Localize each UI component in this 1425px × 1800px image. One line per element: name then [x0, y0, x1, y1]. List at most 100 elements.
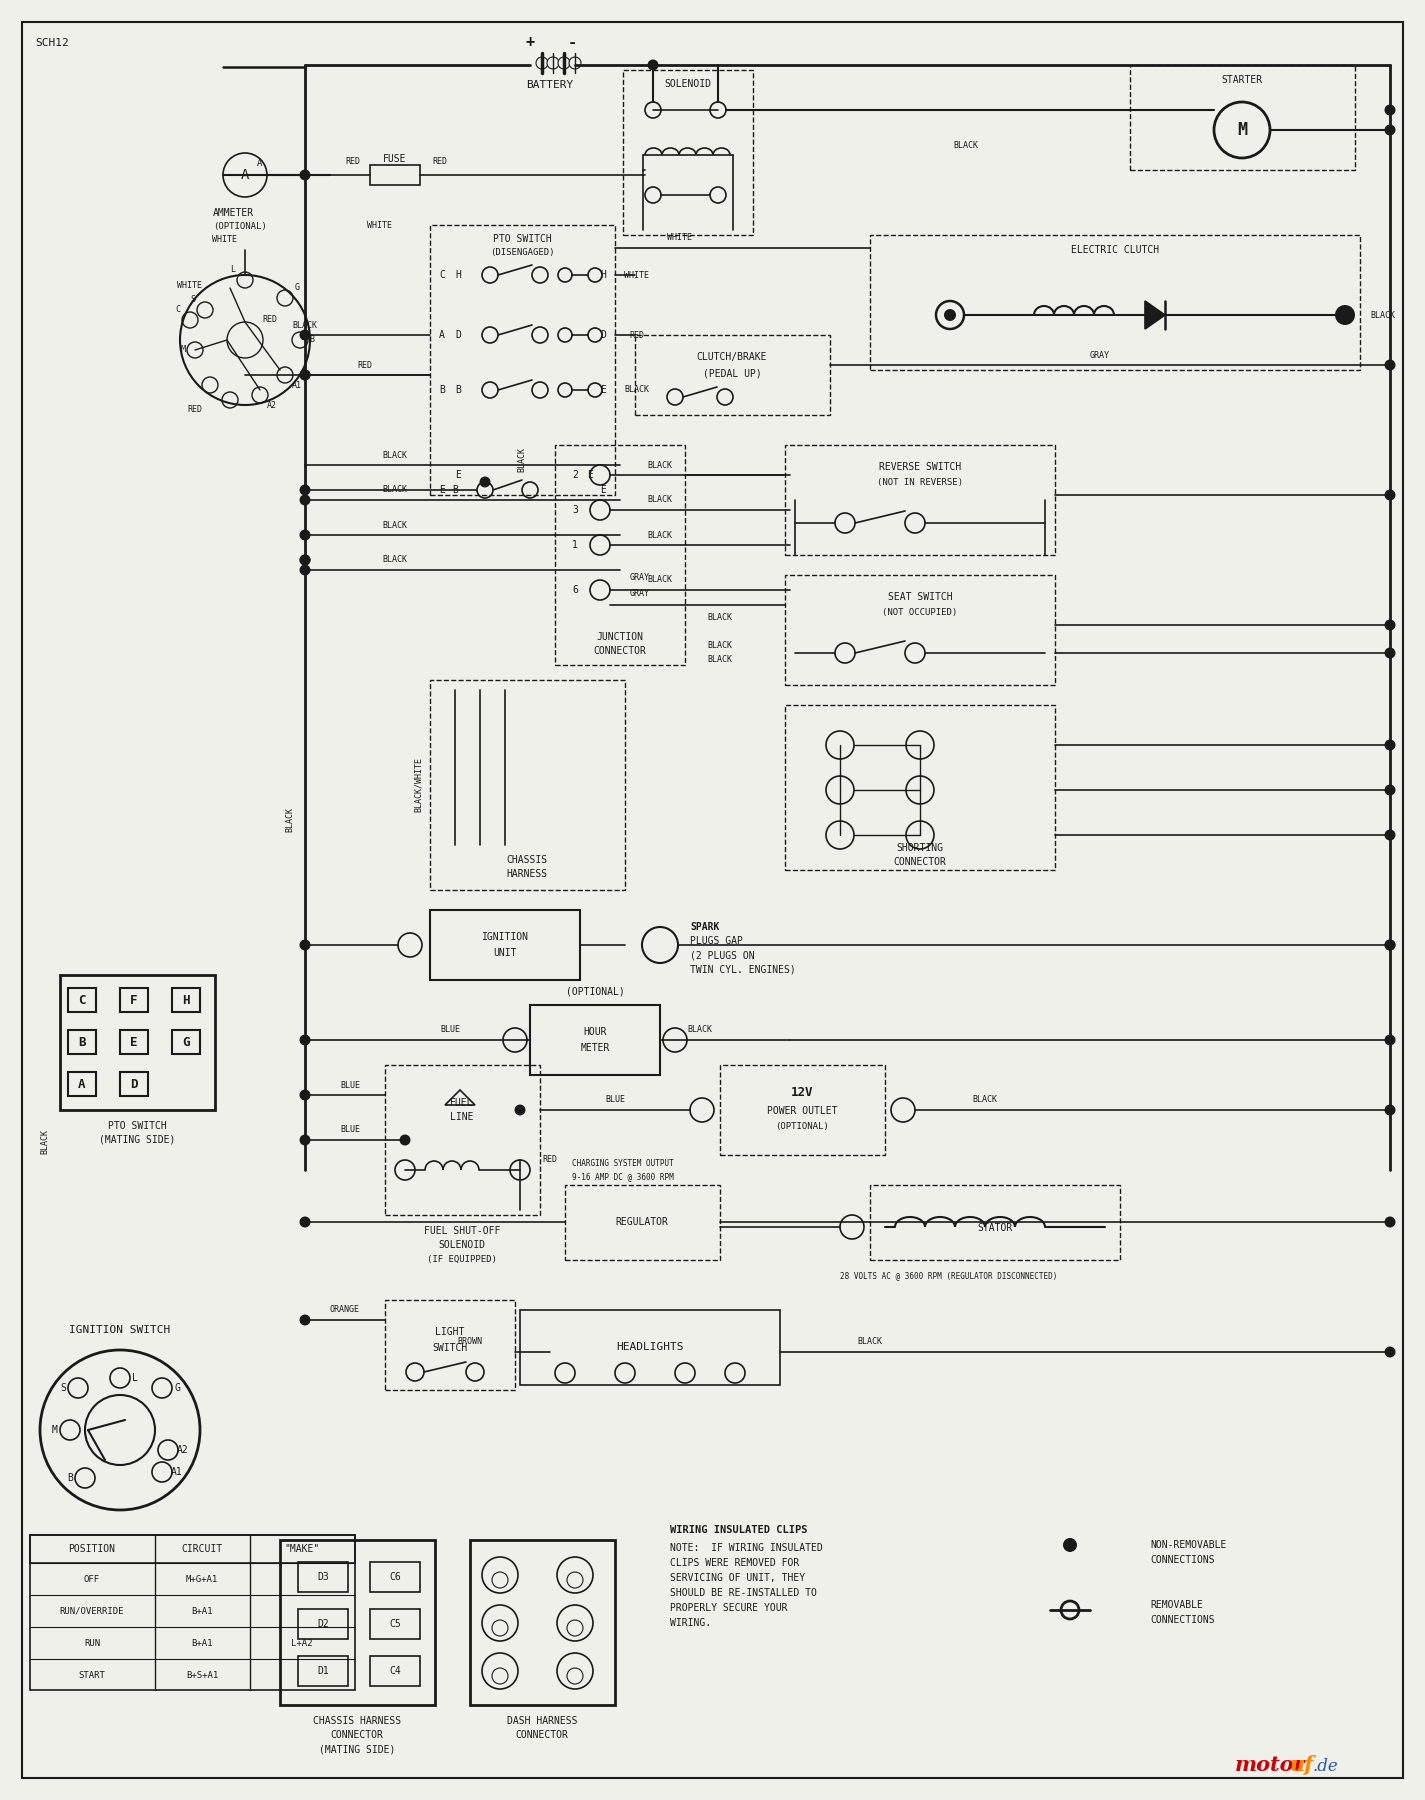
Text: E: E	[600, 385, 606, 394]
Text: RUN/OVERRIDE: RUN/OVERRIDE	[60, 1606, 124, 1616]
Text: motor: motor	[1235, 1755, 1305, 1775]
Text: M+G+A1: M+G+A1	[185, 1575, 218, 1584]
Text: RED: RED	[262, 315, 278, 324]
Circle shape	[1385, 619, 1395, 630]
Text: CONNECTOR: CONNECTOR	[331, 1730, 383, 1741]
Text: ELECTRIC CLUTCH: ELECTRIC CLUTCH	[1072, 245, 1159, 256]
Text: 6: 6	[571, 585, 579, 596]
Text: REGULATOR: REGULATOR	[616, 1217, 668, 1228]
Text: SWITCH: SWITCH	[432, 1343, 467, 1354]
Text: BLACK: BLACK	[953, 140, 979, 149]
Text: METER: METER	[580, 1042, 610, 1053]
Text: E: E	[600, 484, 606, 495]
Text: S: S	[191, 295, 195, 304]
Text: REVERSE SWITCH: REVERSE SWITCH	[879, 463, 960, 472]
Text: S: S	[60, 1382, 66, 1393]
Circle shape	[299, 484, 311, 495]
Text: B: B	[67, 1472, 73, 1483]
Bar	[279, 1541, 435, 1705]
Text: BLACK: BLACK	[858, 1337, 882, 1346]
Text: SERVICING OF UNIT, THEY: SERVICING OF UNIT, THEY	[670, 1573, 805, 1582]
Bar	[370, 1656, 420, 1687]
Circle shape	[1385, 124, 1395, 135]
Bar	[68, 1030, 95, 1055]
Text: WHITE: WHITE	[624, 270, 650, 279]
Text: D: D	[600, 329, 606, 340]
Text: E: E	[587, 470, 593, 481]
Circle shape	[299, 1217, 311, 1228]
Text: PTO SWITCH: PTO SWITCH	[108, 1121, 167, 1130]
Text: A: A	[439, 329, 445, 340]
Text: B: B	[309, 335, 315, 344]
Text: BLACK: BLACK	[517, 448, 526, 472]
Text: C4: C4	[389, 1667, 400, 1676]
Circle shape	[1385, 785, 1395, 796]
Text: PROPERLY SECURE YOUR: PROPERLY SECURE YOUR	[670, 1604, 788, 1613]
Text: CONNECTIONS: CONNECTIONS	[1150, 1555, 1214, 1564]
Bar	[530, 1004, 660, 1075]
Text: (MATING SIDE): (MATING SIDE)	[98, 1136, 175, 1145]
Text: JUNCTION: JUNCTION	[597, 632, 644, 643]
Text: WHITE: WHITE	[368, 221, 392, 229]
Text: BLACK: BLACK	[707, 641, 732, 650]
Circle shape	[299, 554, 311, 565]
Text: (OPTIONAL): (OPTIONAL)	[214, 223, 266, 232]
Text: BLUE: BLUE	[606, 1096, 626, 1105]
Text: GRAY: GRAY	[630, 574, 650, 583]
Text: 12V: 12V	[791, 1087, 814, 1100]
Circle shape	[1385, 104, 1395, 115]
Text: HOUR: HOUR	[583, 1028, 607, 1037]
Text: BLACK: BLACK	[687, 1026, 712, 1035]
Text: A2: A2	[177, 1445, 190, 1454]
Circle shape	[1385, 940, 1395, 950]
Bar	[785, 706, 1054, 869]
Bar	[554, 445, 685, 664]
Circle shape	[299, 169, 311, 180]
Text: BATTERY: BATTERY	[526, 79, 574, 90]
Text: B+A1: B+A1	[191, 1638, 212, 1647]
Bar	[720, 1066, 885, 1156]
Text: CHARGING SYSTEM OUTPUT: CHARGING SYSTEM OUTPUT	[571, 1159, 674, 1168]
Text: SCH12: SCH12	[36, 38, 68, 49]
Text: WIRING INSULATED CLIPS: WIRING INSULATED CLIPS	[670, 1525, 808, 1535]
Text: BLACK: BLACK	[382, 520, 408, 529]
Text: (OPTIONAL): (OPTIONAL)	[775, 1123, 829, 1132]
Text: C: C	[175, 306, 181, 315]
Text: BLACK/WHITE: BLACK/WHITE	[413, 758, 422, 812]
Text: BLUE: BLUE	[341, 1080, 361, 1089]
Text: CONNECTOR: CONNECTOR	[594, 646, 647, 655]
Text: "MAKE": "MAKE"	[285, 1544, 319, 1553]
Text: D3: D3	[318, 1571, 329, 1582]
Text: CLUTCH/BRAKE: CLUTCH/BRAKE	[697, 353, 767, 362]
Bar	[172, 1030, 200, 1055]
Text: G: G	[174, 1382, 180, 1393]
Circle shape	[299, 1134, 311, 1145]
Circle shape	[536, 58, 549, 68]
Bar	[385, 1066, 540, 1215]
Circle shape	[299, 369, 311, 380]
Text: F: F	[130, 994, 138, 1006]
Text: D: D	[130, 1078, 138, 1091]
Text: 3: 3	[571, 506, 579, 515]
Bar	[430, 225, 616, 495]
Text: D: D	[455, 329, 460, 340]
Circle shape	[1335, 304, 1355, 326]
Text: G: G	[182, 1035, 190, 1048]
Circle shape	[1385, 830, 1395, 841]
Circle shape	[399, 1134, 410, 1145]
Circle shape	[1385, 740, 1395, 751]
Circle shape	[514, 1105, 526, 1116]
Text: IGNITION SWITCH: IGNITION SWITCH	[70, 1325, 171, 1336]
Text: WHITE: WHITE	[212, 236, 238, 245]
Bar	[623, 70, 752, 236]
Text: GRAY: GRAY	[1090, 351, 1110, 360]
Text: AMMETER: AMMETER	[212, 209, 254, 218]
Text: SOLENOID: SOLENOID	[664, 79, 711, 88]
Text: LIGHT: LIGHT	[435, 1327, 465, 1337]
Text: UNIT: UNIT	[493, 949, 517, 958]
Circle shape	[299, 529, 311, 540]
Text: M: M	[1237, 121, 1247, 139]
Circle shape	[299, 329, 311, 340]
Text: -: -	[567, 36, 577, 50]
Text: WHITE: WHITE	[667, 234, 693, 243]
